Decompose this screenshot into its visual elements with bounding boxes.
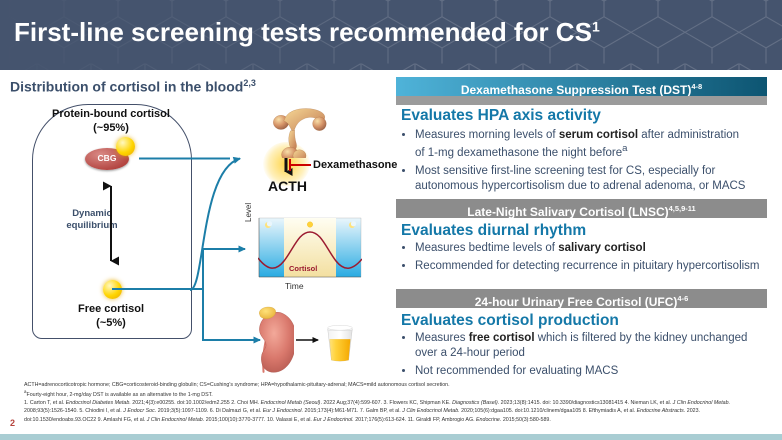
svg-text:Cortisol: Cortisol: [289, 264, 317, 273]
